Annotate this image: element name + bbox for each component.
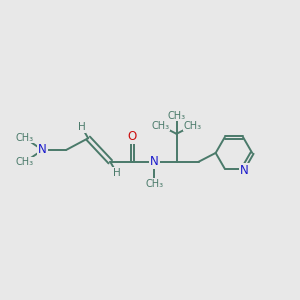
Text: N: N — [38, 143, 47, 157]
Text: N: N — [150, 155, 159, 168]
Text: CH₃: CH₃ — [146, 179, 164, 189]
Text: CH₃: CH₃ — [184, 121, 202, 130]
Text: O: O — [128, 130, 137, 143]
Text: CH₃: CH₃ — [15, 158, 33, 167]
Text: N: N — [240, 164, 249, 177]
Text: CH₃: CH₃ — [151, 121, 169, 130]
Text: H: H — [113, 168, 121, 178]
Text: CH₃: CH₃ — [167, 110, 186, 121]
Text: CH₃: CH₃ — [15, 133, 33, 142]
Text: H: H — [78, 122, 86, 132]
